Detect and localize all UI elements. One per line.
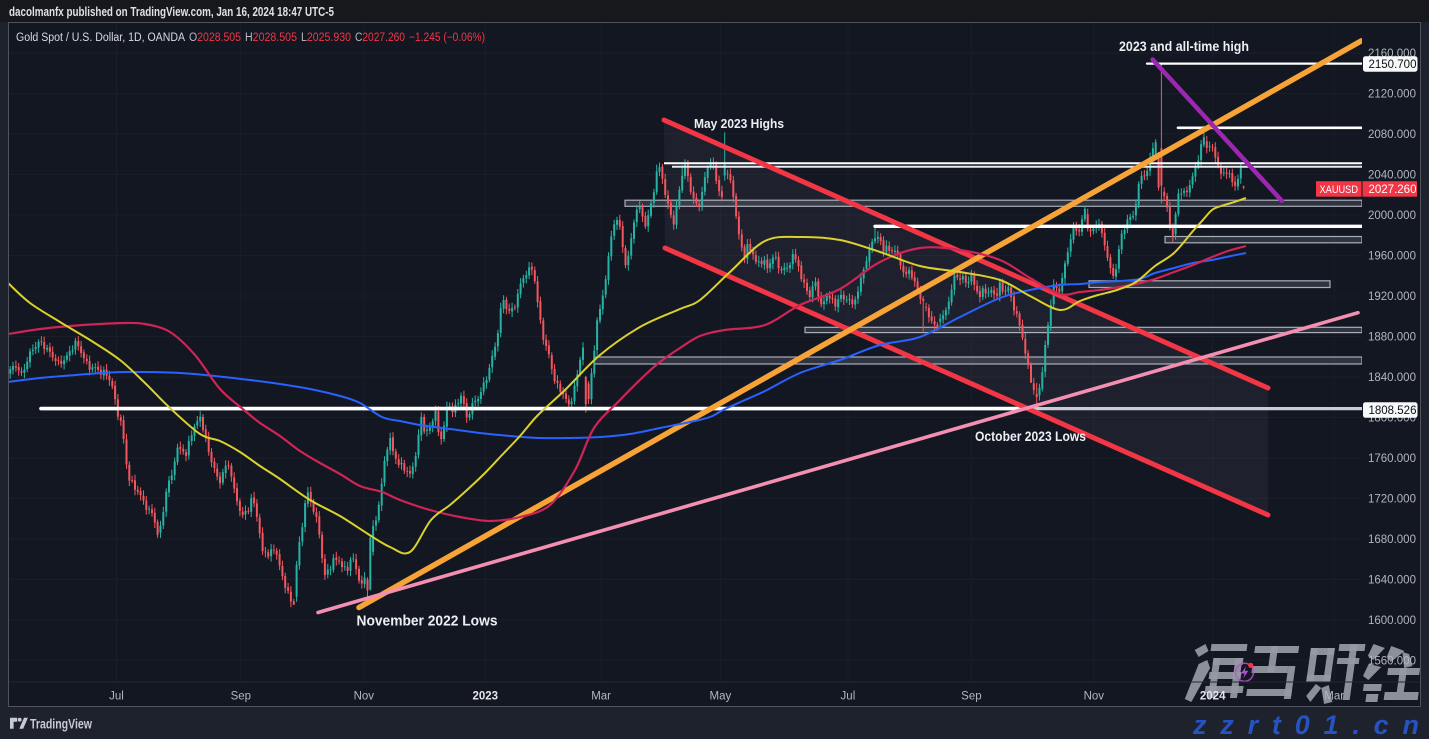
svg-text:−1.245 (−0.06%): −1.245 (−0.06%) bbox=[409, 32, 485, 44]
svg-text:November 2022 Lows: November 2022 Lows bbox=[357, 613, 498, 630]
svg-text:1640.000: 1640.000 bbox=[1368, 574, 1416, 586]
svg-text:Sep: Sep bbox=[961, 691, 981, 703]
svg-text:Mar: Mar bbox=[1324, 691, 1344, 703]
svg-text:2023 and all-time high: 2023 and all-time high bbox=[1119, 38, 1249, 54]
svg-text:2000.000: 2000.000 bbox=[1368, 210, 1416, 222]
svg-text:Gold Spot / U.S. Dollar, 1D, O: Gold Spot / U.S. Dollar, 1D, OANDA bbox=[16, 32, 185, 44]
svg-text:Jul: Jul bbox=[109, 691, 124, 703]
svg-text:Nov: Nov bbox=[354, 691, 375, 703]
svg-text:2040.000: 2040.000 bbox=[1368, 170, 1416, 182]
svg-text:XAUUSD: XAUUSD bbox=[1320, 184, 1359, 196]
svg-text:Mar: Mar bbox=[591, 691, 611, 703]
svg-text:H2028.505: H2028.505 bbox=[245, 32, 297, 44]
svg-text:Nov: Nov bbox=[1084, 691, 1105, 703]
svg-text:1880.000: 1880.000 bbox=[1368, 332, 1416, 344]
svg-text:May: May bbox=[710, 691, 732, 703]
svg-text:Sep: Sep bbox=[231, 691, 251, 703]
svg-text:TradingView: TradingView bbox=[30, 717, 92, 732]
svg-text:1560.000: 1560.000 bbox=[1368, 655, 1416, 667]
svg-text:October 2023 Lows: October 2023 Lows bbox=[975, 428, 1086, 444]
svg-text:2120.000: 2120.000 bbox=[1368, 89, 1416, 101]
svg-text:Jul: Jul bbox=[841, 691, 856, 703]
svg-text:1760.000: 1760.000 bbox=[1368, 453, 1416, 465]
svg-text:L2025.930: L2025.930 bbox=[301, 32, 351, 44]
svg-text:May 2023 Highs: May 2023 Highs bbox=[694, 116, 784, 131]
svg-text:2150.700: 2150.700 bbox=[1369, 59, 1417, 71]
svg-text:2023: 2023 bbox=[473, 691, 499, 703]
svg-text:2080.000: 2080.000 bbox=[1368, 129, 1416, 141]
svg-text:1920.000: 1920.000 bbox=[1368, 291, 1416, 303]
svg-text:O2028.505: O2028.505 bbox=[189, 32, 241, 44]
svg-text:1680.000: 1680.000 bbox=[1368, 534, 1416, 546]
svg-text:1600.000: 1600.000 bbox=[1368, 615, 1416, 627]
svg-text:2027.260: 2027.260 bbox=[1369, 184, 1417, 196]
svg-text:2024: 2024 bbox=[1200, 691, 1226, 703]
svg-text:1720.000: 1720.000 bbox=[1368, 493, 1416, 505]
svg-text:1808.526: 1808.526 bbox=[1369, 405, 1417, 417]
svg-text:zzrt01.cn: zzrt01.cn bbox=[1192, 710, 1419, 739]
svg-text:1960.000: 1960.000 bbox=[1368, 251, 1416, 263]
svg-text:1840.000: 1840.000 bbox=[1368, 372, 1416, 384]
svg-text:dacolmanfx published on Tradin: dacolmanfx published on TradingView.com,… bbox=[9, 5, 334, 19]
svg-text:C2027.260: C2027.260 bbox=[355, 32, 405, 44]
